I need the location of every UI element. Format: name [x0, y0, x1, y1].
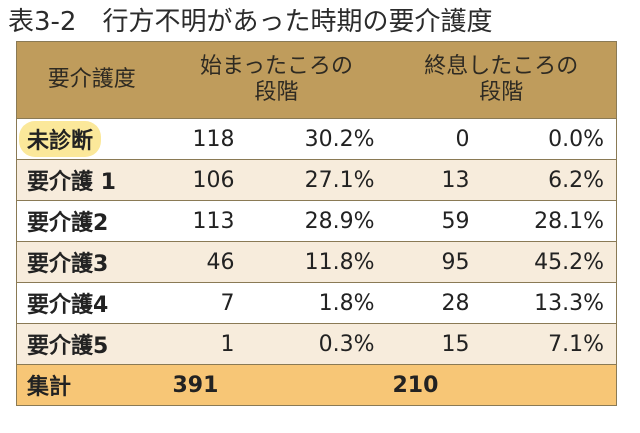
row-label: 未診断 [16, 118, 167, 160]
care-level-table: 要介護度 始まったころの 段階 終息したころの 段階 未診断 118 30.2%… [16, 41, 618, 406]
row-label: 要介護5 [16, 323, 167, 365]
total-start-count: 391 [166, 364, 387, 406]
table-row: 要介護5 1 0.3% 15 7.1% [16, 323, 617, 365]
row-label-highlight: 未診断 [19, 121, 102, 157]
end-count: 28 [386, 282, 482, 324]
start-count: 46 [166, 241, 247, 283]
header-care-level: 要介護度 [16, 41, 167, 119]
start-count: 118 [166, 118, 247, 160]
header-start-line2: 段階 [254, 80, 299, 105]
end-percent: 28.1% [481, 200, 617, 242]
table-row: 未診断 118 30.2% 0 0.0% [16, 118, 617, 160]
header-row: 要介護度 始まったころの 段階 終息したころの 段階 [16, 41, 617, 119]
end-count: 13 [386, 159, 482, 201]
end-count: 0 [386, 118, 482, 160]
start-count: 106 [166, 159, 247, 201]
start-percent: 27.1% [246, 159, 387, 201]
header-end-line2: 段階 [479, 80, 524, 105]
table-title: 表3-2 行方不明があった時期の要介護度 [8, 7, 493, 37]
header-start-line1: 始まったころの [199, 54, 354, 79]
end-percent: 13.3% [481, 282, 617, 324]
start-count: 1 [166, 323, 247, 365]
table-row: 要介護4 7 1.8% 28 13.3% [16, 282, 617, 324]
end-percent: 0.0% [481, 118, 617, 160]
table-row: 要介護 1 106 27.1% 13 6.2% [16, 159, 617, 201]
start-count: 7 [166, 282, 247, 324]
total-row: 集計 391 210 [16, 364, 617, 406]
header-end-line1: 終息したころの [424, 54, 579, 79]
start-percent: 11.8% [246, 241, 387, 283]
table-row: 要介護2 113 28.9% 59 28.1% [16, 200, 617, 242]
row-label: 要介護4 [16, 282, 167, 324]
row-label: 要介護3 [16, 241, 167, 283]
start-percent: 30.2% [246, 118, 387, 160]
table-row: 要介護3 46 11.8% 95 45.2% [16, 241, 617, 283]
end-percent: 45.2% [481, 241, 617, 283]
start-percent: 1.8% [246, 282, 387, 324]
header-end-stage: 終息したころの 段階 [386, 41, 617, 119]
total-label: 集計 [16, 364, 167, 406]
header-start-stage: 始まったころの 段階 [166, 41, 387, 119]
row-label: 要介護 1 [16, 159, 167, 201]
end-count: 15 [386, 323, 482, 365]
start-count: 113 [166, 200, 247, 242]
start-percent: 0.3% [246, 323, 387, 365]
total-end-count: 210 [386, 364, 617, 406]
row-label: 要介護2 [16, 200, 167, 242]
end-percent: 7.1% [481, 323, 617, 365]
end-percent: 6.2% [481, 159, 617, 201]
start-percent: 28.9% [246, 200, 387, 242]
end-count: 95 [386, 241, 482, 283]
end-count: 59 [386, 200, 482, 242]
